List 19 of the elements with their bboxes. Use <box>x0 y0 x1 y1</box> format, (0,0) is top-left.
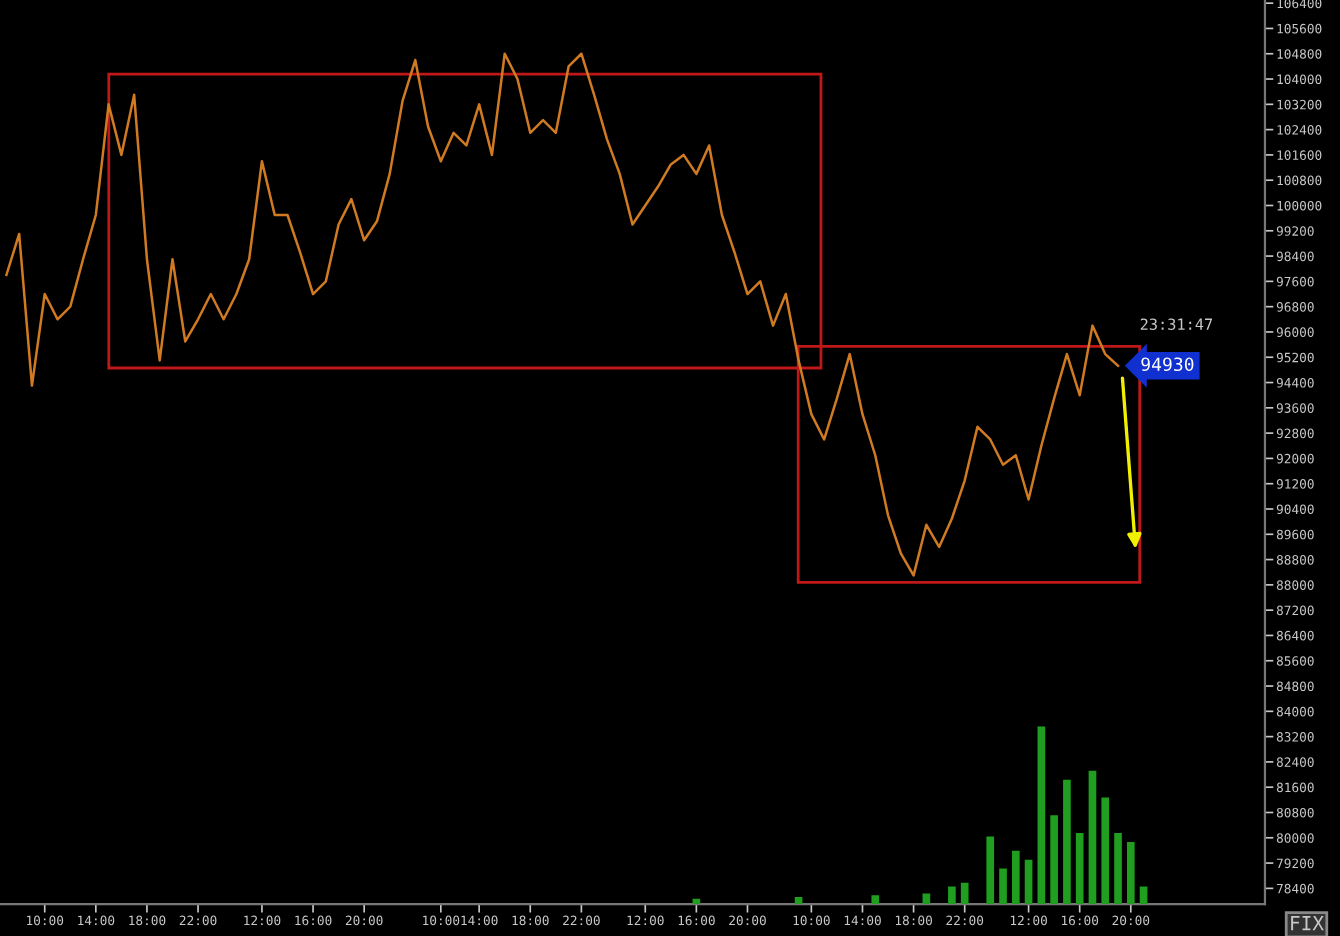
bar <box>1139 886 1148 905</box>
bar <box>960 882 969 905</box>
bar <box>1063 779 1071 905</box>
line-series <box>5 52 1120 577</box>
bar <box>1101 797 1110 905</box>
annotation: 94930 <box>1141 357 1194 372</box>
bar <box>1024 859 1033 905</box>
bar <box>1037 726 1046 905</box>
bar <box>948 886 956 905</box>
bar <box>1114 833 1122 905</box>
bar <box>1126 841 1135 905</box>
bar <box>871 895 880 905</box>
bar <box>986 836 995 905</box>
bar <box>1050 815 1058 905</box>
bar <box>1075 833 1084 905</box>
bar <box>1088 770 1097 905</box>
text: FIX <box>1291 916 1324 931</box>
bar <box>1011 850 1020 905</box>
bar <box>999 868 1007 905</box>
